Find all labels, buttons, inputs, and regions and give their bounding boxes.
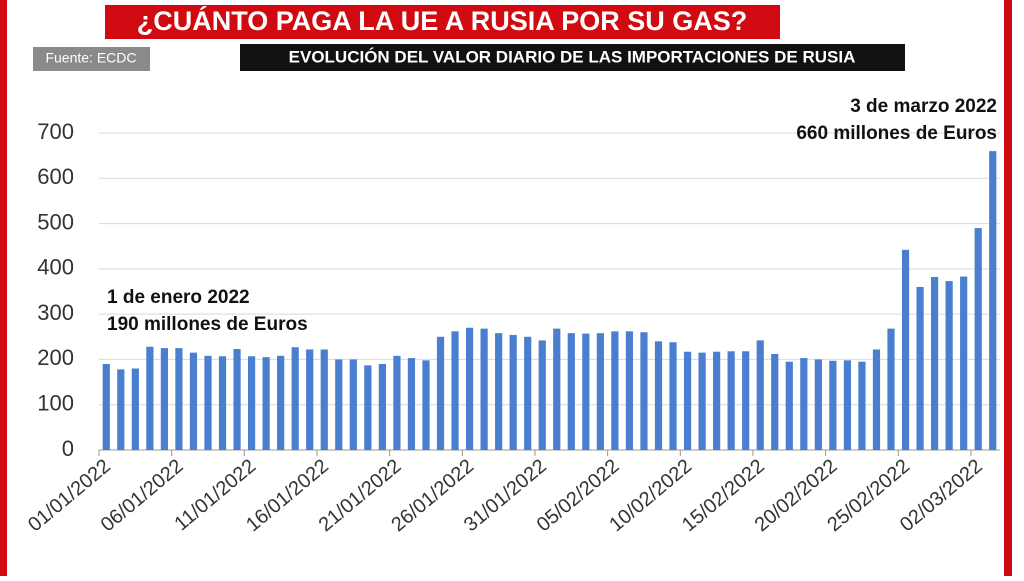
bar [247,356,256,450]
y-tick-label: 300 [37,300,74,325]
bar [611,331,619,450]
bar [524,336,532,450]
bar [960,276,968,450]
bar [204,355,212,450]
bar [713,351,721,450]
annotation: 190 millones de Euros [107,314,308,335]
y-tick-label: 0 [62,436,74,461]
annotation: 1 de enero 2022 [107,287,250,308]
bar [291,347,299,450]
bar [829,360,837,450]
bar [756,340,764,450]
bar [742,351,750,450]
bar [858,361,866,450]
bar [465,327,474,450]
bar [625,331,634,450]
bar [175,348,183,450]
bar [669,342,677,450]
bar [277,355,285,450]
bar [480,328,488,450]
y-tick-label: 700 [37,119,74,144]
bar [814,359,822,450]
bar [320,349,328,450]
bar [974,228,982,450]
bar [800,358,808,450]
bar [335,359,343,450]
bar [771,353,779,450]
bar [509,334,517,450]
bar [102,363,110,450]
title-box [105,5,780,39]
bar [218,356,227,450]
left-border [0,0,7,576]
bar [901,249,910,450]
bar [436,336,445,450]
bar [931,277,939,450]
bar [872,349,881,450]
y-tick-label: 100 [37,391,74,416]
annotation: 3 de marzo 2022 [850,96,997,117]
bar [843,360,852,450]
bar [553,328,561,450]
y-tick-label: 600 [37,164,74,189]
bar [131,368,139,450]
bar [407,358,416,450]
chart-subtitle: EVOLUCIÓN DEL VALOR DIARIO DE LAS IMPORT… [289,47,856,66]
bar [596,333,604,450]
bar [306,349,314,450]
bar [451,331,459,450]
bar [654,341,663,450]
source: Fuente: ECDC [45,50,136,66]
bar [582,333,590,450]
bar [160,348,168,450]
bar [495,333,503,450]
bar [117,369,125,450]
bar [785,361,793,450]
y-tick-label: 400 [37,255,74,280]
bar [378,363,386,450]
bar [989,151,997,450]
bar [189,352,198,450]
bar [916,286,924,450]
y-tick-label: 200 [37,345,74,370]
bar [887,328,895,450]
bar [364,365,372,450]
bar [233,349,241,450]
right-border [1004,0,1012,576]
source-box [33,47,150,71]
bar [727,351,735,450]
subtitle-box [240,44,905,71]
bar [683,351,692,450]
bar [393,355,401,450]
annotation: 660 millones de Euros [796,123,997,144]
bar [945,281,953,450]
bar [422,360,430,450]
bar [349,359,357,450]
y-tick-label: 500 [37,209,74,234]
bar [262,357,270,450]
chart-title: ¿CUÁNTO PAGA LA UE A RUSIA POR SU GAS? [137,5,748,36]
bar [146,346,154,450]
bar [698,352,706,450]
bar [567,333,575,450]
bar [640,332,648,450]
bar [538,340,546,450]
